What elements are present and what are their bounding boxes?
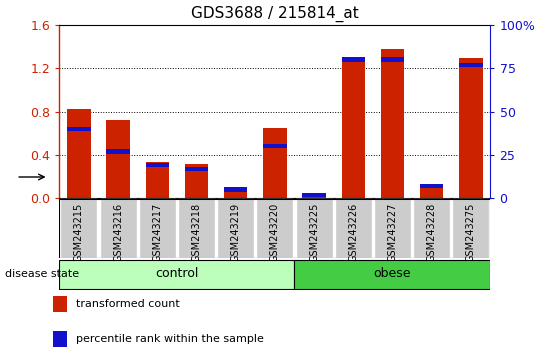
Text: GSM243228: GSM243228 <box>427 203 437 262</box>
Bar <box>185 167 208 171</box>
Bar <box>257 199 293 258</box>
Text: percentile rank within the sample: percentile rank within the sample <box>76 334 264 344</box>
Bar <box>60 199 98 258</box>
Bar <box>263 128 287 198</box>
Bar <box>342 61 365 198</box>
Bar <box>146 162 169 198</box>
Bar <box>452 199 489 258</box>
Text: GSM243227: GSM243227 <box>388 203 397 262</box>
Bar <box>342 57 365 62</box>
Text: GSM243216: GSM243216 <box>113 203 123 262</box>
Bar <box>67 109 91 198</box>
Bar <box>146 163 169 167</box>
Bar <box>106 149 130 154</box>
Bar <box>100 199 136 258</box>
Bar <box>420 185 444 198</box>
Bar <box>53 296 67 312</box>
Bar <box>224 187 247 192</box>
Bar <box>185 164 208 198</box>
Text: GSM243226: GSM243226 <box>348 203 358 262</box>
Text: obese: obese <box>374 267 411 280</box>
Bar <box>178 199 215 258</box>
Bar <box>459 58 482 198</box>
Bar <box>53 331 67 347</box>
Bar <box>294 260 490 289</box>
Bar <box>59 260 294 289</box>
Bar <box>302 195 326 198</box>
Bar <box>335 199 372 258</box>
Text: GSM243275: GSM243275 <box>466 203 476 262</box>
Bar <box>67 127 91 131</box>
Bar <box>381 48 404 198</box>
Bar <box>263 144 287 148</box>
Bar <box>459 63 482 67</box>
Bar <box>217 199 254 258</box>
Bar <box>413 199 450 258</box>
Bar <box>374 199 411 258</box>
Bar <box>296 199 333 258</box>
Text: GSM243220: GSM243220 <box>270 203 280 262</box>
Text: control: control <box>155 267 198 280</box>
Text: GSM243215: GSM243215 <box>74 203 84 262</box>
Bar <box>139 199 176 258</box>
Text: transformed count: transformed count <box>76 299 179 309</box>
Text: GSM243225: GSM243225 <box>309 203 319 262</box>
Bar <box>224 190 247 198</box>
Text: GSM243219: GSM243219 <box>231 203 241 262</box>
Text: GSM243218: GSM243218 <box>191 203 202 262</box>
Bar <box>381 57 404 62</box>
Title: GDS3688 / 215814_at: GDS3688 / 215814_at <box>191 6 359 22</box>
Bar <box>106 120 130 198</box>
Bar <box>420 184 444 188</box>
Text: GSM243217: GSM243217 <box>153 203 162 262</box>
Bar <box>302 193 326 197</box>
Text: disease state: disease state <box>5 269 80 279</box>
